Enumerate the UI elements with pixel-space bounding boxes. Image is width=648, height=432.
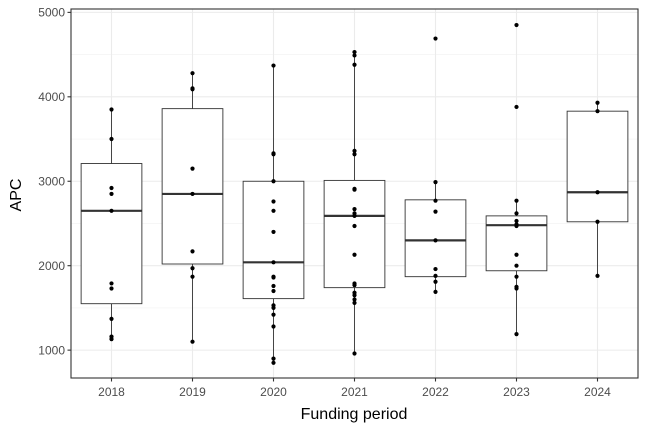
data-point — [514, 331, 519, 337]
y-tick-label: 4000 — [38, 90, 65, 104]
data-point — [352, 207, 357, 212]
x-tick-label: 2020 — [260, 385, 287, 399]
data-point — [190, 266, 195, 271]
data-point — [352, 187, 357, 192]
data-point — [595, 273, 600, 278]
data-point — [595, 100, 600, 105]
data-point — [271, 152, 276, 157]
plot-panel — [70, 8, 639, 379]
data-point — [433, 289, 438, 294]
data-point — [109, 107, 114, 112]
data-point — [352, 148, 357, 153]
x-tick-label: 2023 — [503, 385, 530, 399]
data-point — [271, 275, 276, 280]
data-point — [433, 209, 438, 214]
x-tick-label: 2019 — [179, 385, 206, 399]
data-point — [433, 198, 438, 203]
data-point — [109, 337, 114, 342]
data-point — [352, 53, 357, 58]
data-point — [271, 260, 276, 265]
data-point — [514, 198, 519, 203]
data-point — [352, 49, 357, 55]
x-tick-label: 2022 — [422, 385, 449, 399]
data-point — [352, 351, 357, 356]
data-point — [514, 274, 519, 279]
data-point — [271, 229, 276, 235]
data-point — [271, 283, 276, 289]
y-axis-ticks: 1000 2000 3000 4000 5000 — [38, 6, 71, 357]
data-point — [433, 279, 438, 284]
data-point — [190, 71, 195, 76]
data-point — [514, 223, 519, 229]
data-point — [109, 208, 114, 213]
y-tick-label: 5000 — [38, 6, 65, 20]
x-tick-label: 2021 — [341, 385, 368, 399]
data-point — [109, 191, 114, 197]
box-2024 — [566, 110, 629, 223]
data-point — [352, 293, 357, 298]
box-2019 — [161, 108, 224, 265]
x-tick-label: 2018 — [98, 385, 125, 399]
data-point — [352, 283, 357, 288]
data-point — [190, 274, 195, 279]
data-point — [514, 286, 519, 291]
data-point — [271, 208, 276, 213]
data-point — [595, 190, 600, 195]
data-point — [271, 179, 276, 184]
data-point — [352, 252, 357, 257]
data-point — [433, 238, 438, 243]
data-point — [514, 211, 519, 216]
data-point — [352, 297, 357, 302]
x-tick-label: 2024 — [584, 385, 611, 399]
y-tick-label: 1000 — [38, 343, 65, 357]
data-point — [109, 185, 114, 191]
data-point — [352, 152, 357, 157]
box-2018 — [80, 163, 143, 305]
data-point — [190, 166, 195, 171]
data-point — [271, 360, 276, 365]
data-point — [514, 263, 519, 268]
data-point — [190, 87, 195, 92]
data-point — [109, 316, 114, 321]
data-point — [271, 288, 276, 294]
data-point — [352, 213, 357, 218]
x-axis-title: Funding period — [301, 406, 408, 423]
data-point — [109, 286, 114, 291]
data-point — [433, 266, 438, 272]
data-point — [352, 300, 357, 305]
box-2020 — [242, 180, 305, 300]
data-point — [190, 249, 195, 254]
data-point — [595, 219, 600, 224]
data-point — [433, 36, 438, 41]
data-point — [190, 191, 195, 197]
data-point — [271, 324, 276, 329]
data-point — [109, 281, 114, 286]
box-2021 — [323, 179, 386, 289]
data-point — [271, 63, 276, 68]
data-point — [514, 22, 519, 28]
data-point — [271, 199, 276, 204]
data-point — [433, 273, 438, 278]
data-point — [514, 252, 519, 257]
data-point — [352, 62, 357, 67]
y-axis-title: APC — [8, 179, 25, 212]
data-point — [271, 312, 276, 317]
data-point — [514, 104, 519, 110]
data-point — [271, 305, 276, 311]
y-tick-label: 2000 — [38, 259, 65, 273]
data-point — [514, 218, 519, 224]
data-point — [595, 109, 600, 114]
data-point — [271, 356, 276, 361]
x-axis-ticks: 2018 2019 2020 2021 2022 2023 2024 — [98, 378, 611, 399]
data-point — [109, 136, 114, 142]
data-point — [190, 339, 195, 344]
data-point — [433, 180, 438, 185]
y-tick-label: 3000 — [38, 174, 65, 188]
data-point — [352, 223, 357, 229]
